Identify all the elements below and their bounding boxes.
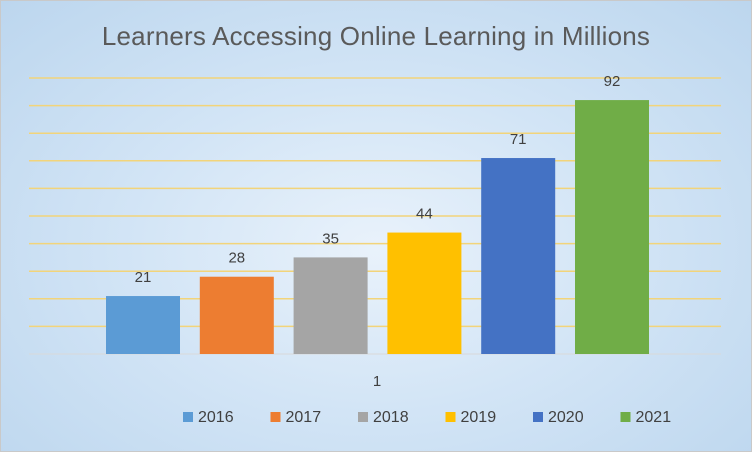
- data-labels: 21 28 35 44 71 92: [135, 73, 621, 286]
- bar-2016: [106, 296, 180, 354]
- legend: 2016 2017 2018 2019 2020 2021: [183, 409, 671, 426]
- legend-swatch-2018: [358, 412, 368, 422]
- bar-2018: [293, 257, 368, 354]
- legend-swatch-2019: [445, 412, 456, 422]
- legend-label-2017: 2017: [286, 409, 322, 426]
- legend-swatch-2016: [183, 412, 193, 422]
- category-label: 1: [373, 373, 381, 390]
- data-label-2020: 71: [510, 131, 527, 148]
- legend-swatch-2017: [270, 412, 281, 422]
- legend-label-2020: 2020: [548, 409, 584, 426]
- category-axis: 1: [373, 373, 381, 390]
- legend-label-2019: 2019: [461, 409, 497, 426]
- bar-2017: [199, 276, 274, 354]
- legend-label-2021: 2021: [636, 409, 672, 426]
- bar-2020: [481, 158, 556, 354]
- bar-2021: [575, 100, 649, 354]
- data-label-2018: 35: [322, 230, 339, 247]
- data-label-2019: 44: [416, 206, 433, 223]
- legend-swatch-2020: [533, 412, 543, 422]
- legend-swatch-2021: [620, 412, 631, 422]
- legend-label-2018: 2018: [373, 409, 409, 426]
- data-label-2021: 92: [604, 73, 621, 90]
- bars: [106, 100, 649, 354]
- data-label-2017: 28: [228, 250, 245, 267]
- data-label-2016: 21: [135, 269, 152, 286]
- legend-label-2016: 2016: [198, 409, 234, 426]
- bar-2019: [387, 232, 462, 354]
- chart-title: Learners Accessing Online Learning in Mi…: [101, 21, 651, 51]
